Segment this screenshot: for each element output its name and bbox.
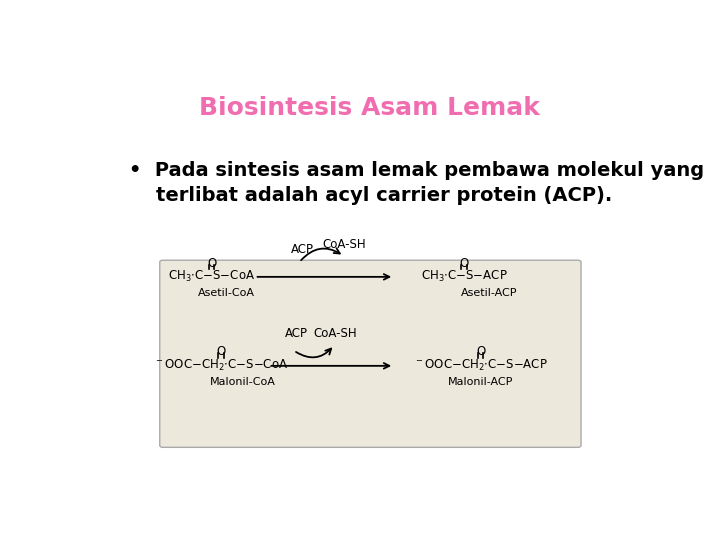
Text: $\mathsf{CH_3{\cdot}C{-}S{-}CoA}$: $\mathsf{CH_3{\cdot}C{-}S{-}CoA}$ xyxy=(168,269,255,285)
Text: CoA-SH: CoA-SH xyxy=(314,327,357,340)
Text: O: O xyxy=(207,257,216,270)
Text: ACP: ACP xyxy=(291,244,313,256)
Text: $\mathsf{CH_3{\cdot}C{-}S{-}ACP}$: $\mathsf{CH_3{\cdot}C{-}S{-}ACP}$ xyxy=(420,269,507,285)
Text: O: O xyxy=(217,345,226,358)
Text: Asetil-ACP: Asetil-ACP xyxy=(461,288,518,298)
Text: Malonil-ACP: Malonil-ACP xyxy=(448,376,513,387)
Text: O: O xyxy=(459,257,469,270)
Text: Asetil-CoA: Asetil-CoA xyxy=(198,288,255,298)
Text: $\mathsf{^-OOC{-}CH_2{\cdot}C{-}S{-}ACP}$: $\mathsf{^-OOC{-}CH_2{\cdot}C{-}S{-}ACP}… xyxy=(414,358,547,373)
Text: terlibat adalah acyl carrier protein (ACP).: terlibat adalah acyl carrier protein (AC… xyxy=(129,186,612,205)
Text: Biosintesis Asam Lemak: Biosintesis Asam Lemak xyxy=(199,97,539,120)
Text: Malonil-CoA: Malonil-CoA xyxy=(210,376,276,387)
Text: •  Pada sintesis asam lemak pembawa molekul yang: • Pada sintesis asam lemak pembawa molek… xyxy=(129,161,704,180)
FancyBboxPatch shape xyxy=(160,260,581,447)
Text: $\mathsf{^-OOC{-}CH_2{\cdot}C{-}S{-}CoA}$: $\mathsf{^-OOC{-}CH_2{\cdot}C{-}S{-}CoA}… xyxy=(154,358,288,373)
Text: ACP: ACP xyxy=(285,327,308,340)
Text: O: O xyxy=(476,345,485,358)
Text: CoA-SH: CoA-SH xyxy=(322,238,366,251)
